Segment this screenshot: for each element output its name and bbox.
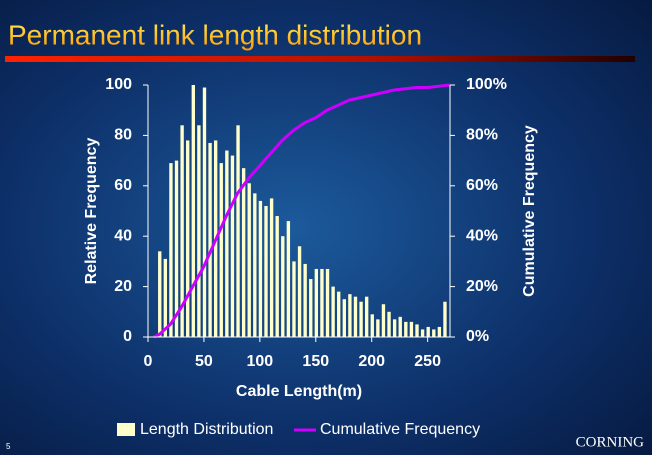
bar <box>258 200 263 337</box>
bar <box>320 268 324 337</box>
bar <box>387 311 391 337</box>
bar <box>415 324 419 337</box>
bar <box>337 291 341 337</box>
title-underline <box>5 56 635 62</box>
cumulative-line <box>152 83 451 339</box>
bar <box>169 163 173 337</box>
y-tick-label: 100 <box>105 76 132 93</box>
bar <box>443 301 447 337</box>
bar <box>202 87 207 338</box>
y2-tick-label: 20% <box>466 278 498 295</box>
legend-swatch <box>117 423 135 436</box>
bar <box>381 304 386 337</box>
bar <box>292 261 296 337</box>
bar <box>325 268 330 337</box>
y2-tick-label: 100% <box>466 76 507 93</box>
bar <box>191 85 195 337</box>
bar <box>303 263 307 337</box>
bar <box>314 268 319 337</box>
legend-label: Cumulative Frequency <box>320 421 480 438</box>
bar <box>376 319 380 337</box>
bar <box>426 326 430 337</box>
y2-axis-title: Cumulative Frequency <box>521 125 538 297</box>
bar <box>158 251 162 337</box>
bar <box>225 150 229 337</box>
bar <box>432 329 436 337</box>
y-tick-label: 20 <box>114 278 132 295</box>
y2-tick-label: 0% <box>466 328 489 345</box>
bar <box>342 299 346 337</box>
y2-tick-label: 60% <box>466 177 498 194</box>
x-tick-label: 0 <box>144 353 153 370</box>
bar <box>420 329 425 337</box>
x-tick-label: 50 <box>195 353 213 370</box>
bar <box>186 140 190 337</box>
bar <box>359 301 363 337</box>
bar <box>286 221 291 337</box>
bar <box>241 168 246 337</box>
bar <box>309 279 313 337</box>
bar <box>174 160 179 337</box>
bar <box>409 321 414 337</box>
y-tick-label: 40 <box>114 227 132 244</box>
y2-tick-label: 80% <box>466 127 498 144</box>
page-number: 5 <box>6 442 11 451</box>
bar <box>236 125 240 337</box>
bar <box>253 193 257 337</box>
bar <box>197 125 201 337</box>
bar <box>348 294 352 337</box>
bar <box>398 316 402 337</box>
bar <box>392 319 397 337</box>
y-tick-label: 0 <box>123 328 132 345</box>
legend-label: Length Distribution <box>140 421 273 438</box>
bar <box>404 321 408 337</box>
y-tick-label: 60 <box>114 177 132 194</box>
bar <box>208 142 212 337</box>
bar <box>437 326 442 337</box>
bar <box>264 205 268 337</box>
logo: CORNING <box>576 434 645 450</box>
x-tick-label: 200 <box>358 353 385 370</box>
bar <box>230 155 235 337</box>
bar <box>370 314 374 337</box>
bar <box>163 258 168 337</box>
slide-title: Permanent link length distribution <box>8 19 422 50</box>
x-tick-label: 150 <box>302 353 329 370</box>
x-tick-label: 100 <box>247 353 274 370</box>
bar <box>219 163 223 337</box>
bar <box>180 125 184 337</box>
y-axis-title: Relative Frequency <box>83 138 100 285</box>
bar <box>281 236 285 337</box>
bar <box>364 296 369 337</box>
bar <box>297 246 302 337</box>
bar <box>269 198 274 337</box>
y-tick-label: 80 <box>114 127 132 144</box>
bar <box>353 296 358 337</box>
bar <box>247 183 251 337</box>
x-tick-label: 250 <box>414 353 441 370</box>
y2-tick-label: 40% <box>466 227 498 244</box>
bar <box>331 286 335 337</box>
x-axis-title: Cable Length(m) <box>236 383 362 400</box>
bar <box>275 216 279 337</box>
